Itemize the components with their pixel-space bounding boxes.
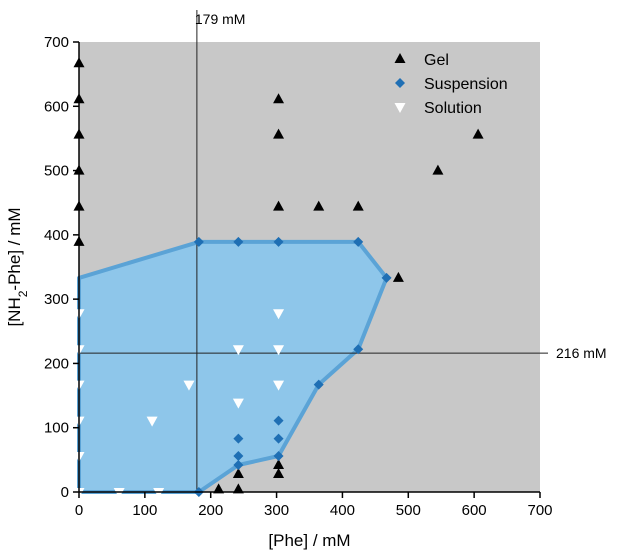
gel-point [273, 468, 285, 478]
gel-point [432, 164, 444, 175]
suspension-point [233, 236, 244, 247]
gel-point [213, 483, 225, 494]
suspension-point [273, 451, 284, 461]
suspension-point [233, 433, 244, 444]
solution-point [232, 398, 244, 409]
x-tick-label: 100 [132, 502, 157, 519]
x-tick-label: 500 [396, 502, 421, 519]
vertical-reference-label: 179 mM [195, 11, 246, 27]
x-tick-label: 0 [75, 502, 83, 519]
legend-item-gel: Gel [394, 52, 449, 69]
solution-legend-marker [394, 103, 406, 113]
gel-point [273, 200, 285, 211]
suspension-point [273, 236, 284, 247]
suspension-point [313, 379, 324, 390]
y-tick-label: 500 [44, 163, 69, 180]
suspension-point [353, 344, 364, 355]
x-tick-label: 600 [462, 502, 487, 519]
x-tick-label: 300 [264, 502, 289, 519]
legend-label: Gel [424, 52, 449, 69]
axes: 0 100 200 300 400 500 600 700 0 100 200 300 400 500 60… [44, 34, 553, 519]
legend: Gel Suspension Solution [394, 52, 508, 117]
legend-label: Solution [424, 100, 482, 117]
gel-point [273, 128, 285, 139]
suspension-point [273, 433, 284, 444]
y-title-part: [NH [5, 297, 24, 326]
suspension-point [381, 272, 392, 283]
y-tick-label: 200 [44, 355, 69, 372]
gel-point [472, 128, 484, 139]
legend-item-suspension: Suspension [395, 76, 508, 93]
gel-legend-marker [394, 53, 406, 63]
solution-point [273, 309, 285, 320]
y-tick-label: 300 [44, 291, 69, 308]
suspension-legend-marker [395, 78, 405, 88]
y-tick-label: 0 [61, 484, 69, 501]
x-tick-label: 700 [527, 502, 552, 519]
y-axis-title: [NH2-Phe] / mM [5, 207, 30, 326]
x-tick-label: 400 [330, 502, 355, 519]
solution-point [153, 488, 165, 498]
legend-label: Suspension [424, 76, 508, 93]
solution-point [146, 416, 158, 427]
x-tick-label: 200 [198, 502, 223, 519]
solution-point [232, 345, 244, 356]
suspension-point [233, 451, 244, 461]
suspension-point [233, 460, 244, 470]
solution-point [273, 345, 285, 356]
solution-point [273, 380, 285, 391]
x-axis-title: [Phe] / mM [268, 531, 350, 550]
suspension-point [193, 236, 204, 247]
legend-item-solution: Solution [394, 100, 482, 117]
gel-point [392, 271, 404, 282]
gel-point [273, 93, 285, 104]
y-tick-label: 700 [44, 34, 69, 51]
gel-point [313, 200, 325, 211]
suspension-point [353, 236, 364, 247]
series-suspension [193, 236, 392, 497]
y-tick-label: 100 [44, 420, 69, 437]
y-title-subscript: 2 [16, 290, 30, 297]
reference-lines: 179 mM 216 mM [79, 10, 607, 492]
y-title-part: -Phe] / mM [5, 207, 24, 290]
y-tick-label: 400 [44, 227, 69, 244]
gel-point [273, 459, 285, 469]
gel-point [352, 200, 364, 211]
solution-point [183, 380, 195, 391]
gel-point [232, 468, 244, 478]
solution-point [113, 488, 125, 498]
horizontal-reference-label: 216 mM [556, 345, 607, 361]
y-tick-label: 600 [44, 98, 69, 115]
suspension-point [273, 415, 284, 426]
gel-point [232, 483, 244, 494]
